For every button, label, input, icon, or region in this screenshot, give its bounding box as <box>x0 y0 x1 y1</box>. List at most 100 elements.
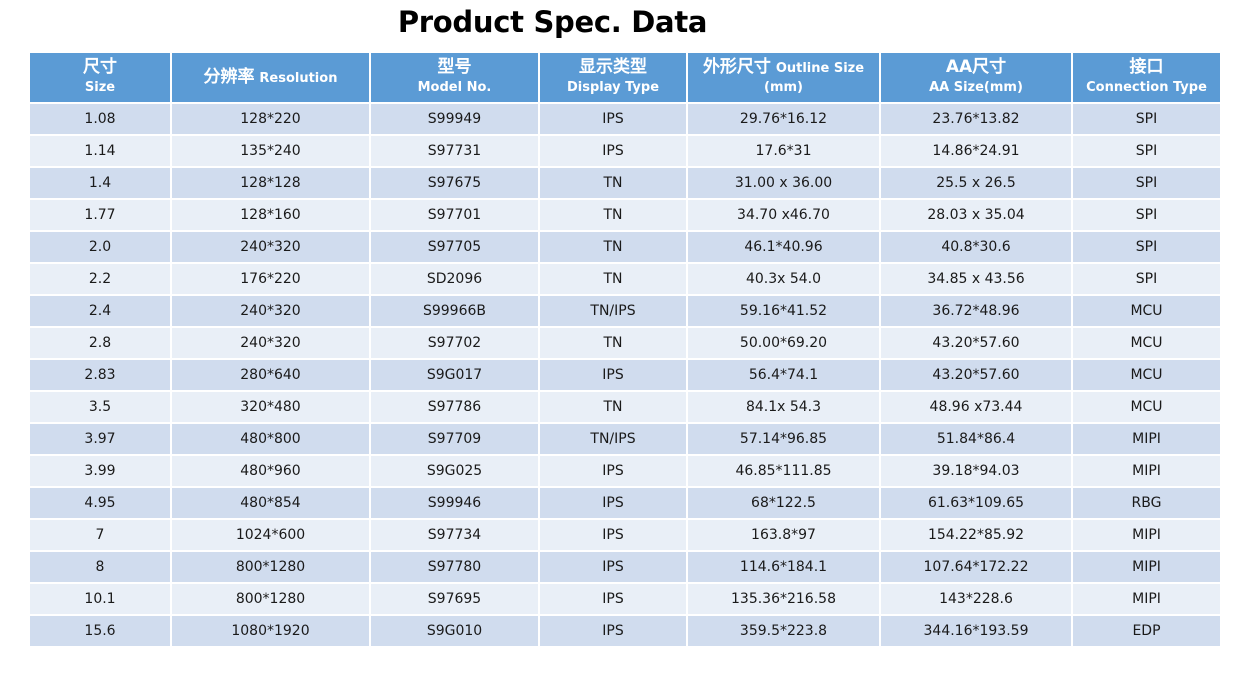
cell-model: S97709 <box>371 424 538 454</box>
cell-display-type: TN <box>540 200 686 230</box>
cell-connection-type: MCU <box>1073 296 1220 326</box>
cell-display-type: TN/IPS <box>540 424 686 454</box>
cell-size: 2.83 <box>30 360 170 390</box>
cell-resolution: 240*320 <box>172 296 369 326</box>
cell-aa-size: 107.64*172.22 <box>881 552 1071 582</box>
cell-size: 8 <box>30 552 170 582</box>
cell-display-type: IPS <box>540 552 686 582</box>
cell-model: S99946 <box>371 488 538 518</box>
cell-aa-size: 36.72*48.96 <box>881 296 1071 326</box>
table-row: 4.95 480*854 S99946 IPS 68*122.5 61.63*109.65… <box>30 488 1220 518</box>
cell-model: S99966B <box>371 296 538 326</box>
header-aa-size-cn: AA尺寸 <box>945 57 1007 77</box>
cell-resolution: 280*640 <box>172 360 369 390</box>
cell-aa-size: 39.18*94.03 <box>881 456 1071 486</box>
cell-connection-type: MIPI <box>1073 424 1220 454</box>
cell-resolution: 135*240 <box>172 136 369 166</box>
cell-display-type: TN <box>540 264 686 294</box>
cell-resolution: 240*320 <box>172 232 369 262</box>
cell-aa-size: 40.8*30.6 <box>881 232 1071 262</box>
cell-model: S99949 <box>371 104 538 134</box>
cell-aa-size: 25.5 x 26.5 <box>881 168 1071 198</box>
cell-model: S9G025 <box>371 456 538 486</box>
cell-outline-size: 135.36*216.58 <box>688 584 879 614</box>
cell-connection-type: SPI <box>1073 232 1220 262</box>
cell-connection-type: MCU <box>1073 360 1220 390</box>
cell-connection-type: MIPI <box>1073 456 1220 486</box>
header-connection-type-en: Connection Type <box>1086 80 1207 95</box>
cell-aa-size: 43.20*57.60 <box>881 360 1071 390</box>
cell-connection-type: MCU <box>1073 328 1220 358</box>
table-row: 7 1024*600 S97734 IPS 163.8*97 154.22*85.92 MI… <box>30 520 1220 550</box>
header-outline-size: 外形尺寸 Outline Size (mm) <box>688 53 879 102</box>
table-row: 1.4 128*128 S97675 TN 31.00 x 36.00 25.5 x 26… <box>30 168 1220 198</box>
cell-display-type: IPS <box>540 360 686 390</box>
header-resolution-cn: 分辨率 <box>203 66 255 87</box>
cell-display-type: IPS <box>540 488 686 518</box>
cell-connection-type: SPI <box>1073 200 1220 230</box>
table-row: 2.83 280*640 S9G017 IPS 56.4*74.1 43.20*57.60… <box>30 360 1220 390</box>
cell-model: S97705 <box>371 232 538 262</box>
header-connection-type-cn: 接口 <box>1129 57 1164 77</box>
cell-display-type: IPS <box>540 584 686 614</box>
cell-size: 2.2 <box>30 264 170 294</box>
table-row: 1.08 128*220 S99949 IPS 29.76*16.12 23.76*13.… <box>30 104 1220 134</box>
cell-resolution: 128*220 <box>172 104 369 134</box>
cell-size: 3.99 <box>30 456 170 486</box>
table-row: 3.97 480*800 S97709 TN/IPS 57.14*96.85 51.84*… <box>30 424 1220 454</box>
cell-model: S97702 <box>371 328 538 358</box>
header-resolution-en: Resolution <box>259 70 338 86</box>
cell-model: S97701 <box>371 200 538 230</box>
cell-outline-size: 68*122.5 <box>688 488 879 518</box>
header-resolution: 分辨率 Resolution <box>172 53 369 102</box>
cell-outline-size: 163.8*97 <box>688 520 879 550</box>
header-outline-size-en: Outline Size <box>775 61 865 76</box>
table-row: 8 800*1280 S97780 IPS 114.6*184.1 107.64*172.… <box>30 552 1220 582</box>
cell-resolution: 320*480 <box>172 392 369 422</box>
header-row: 尺寸 Size 分辨率 Resolution 型号 Model No. 显示类型… <box>30 53 1220 102</box>
cell-resolution: 800*1280 <box>172 584 369 614</box>
table-row: 2.0 240*320 S97705 TN 46.1*40.96 40.8*30.6 SPI <box>30 232 1220 262</box>
cell-connection-type: MIPI <box>1073 520 1220 550</box>
cell-aa-size: 14.86*24.91 <box>881 136 1071 166</box>
table-row: 3.5 320*480 S97786 TN 84.1x 54.3 48.96 x73.44… <box>30 392 1220 422</box>
cell-model: S97675 <box>371 168 538 198</box>
spec-table: 尺寸 Size 分辨率 Resolution 型号 Model No. 显示类型… <box>28 51 1222 648</box>
cell-aa-size: 51.84*86.4 <box>881 424 1071 454</box>
header-size-en: Size <box>84 80 116 95</box>
cell-size: 1.4 <box>30 168 170 198</box>
cell-size: 2.8 <box>30 328 170 358</box>
cell-outline-size: 34.70 x46.70 <box>688 200 879 230</box>
cell-resolution: 1024*600 <box>172 520 369 550</box>
cell-outline-size: 46.85*111.85 <box>688 456 879 486</box>
cell-size: 3.5 <box>30 392 170 422</box>
header-size: 尺寸 Size <box>30 53 170 102</box>
cell-outline-size: 114.6*184.1 <box>688 552 879 582</box>
table-row: 10.1 800*1280 S97695 IPS 135.36*216.58 143*22… <box>30 584 1220 614</box>
table-row: 2.8 240*320 S97702 TN 50.00*69.20 43.20*57.60… <box>30 328 1220 358</box>
cell-aa-size: 344.16*193.59 <box>881 616 1071 646</box>
cell-connection-type: SPI <box>1073 104 1220 134</box>
cell-model: S97734 <box>371 520 538 550</box>
cell-connection-type: SPI <box>1073 168 1220 198</box>
cell-connection-type: SPI <box>1073 136 1220 166</box>
cell-model: SD2096 <box>371 264 538 294</box>
cell-outline-size: 31.00 x 36.00 <box>688 168 879 198</box>
cell-size: 7 <box>30 520 170 550</box>
header-display-type-en: Display Type <box>566 80 660 95</box>
header-display-type-cn: 显示类型 <box>579 57 647 77</box>
header-outline-size-cn: 外形尺寸 <box>702 57 771 77</box>
cell-display-type: TN/IPS <box>540 296 686 326</box>
cell-connection-type: MIPI <box>1073 584 1220 614</box>
header-size-cn: 尺寸 <box>83 57 117 77</box>
cell-size: 1.08 <box>30 104 170 134</box>
cell-connection-type: RBG <box>1073 488 1220 518</box>
spec-table-body: 1.08 128*220 S99949 IPS 29.76*16.12 23.76*13.… <box>30 104 1220 646</box>
cell-resolution: 240*320 <box>172 328 369 358</box>
cell-model: S9G010 <box>371 616 538 646</box>
cell-model: S97731 <box>371 136 538 166</box>
cell-connection-type: MIPI <box>1073 552 1220 582</box>
cell-aa-size: 23.76*13.82 <box>881 104 1071 134</box>
cell-display-type: IPS <box>540 104 686 134</box>
cell-display-type: IPS <box>540 456 686 486</box>
